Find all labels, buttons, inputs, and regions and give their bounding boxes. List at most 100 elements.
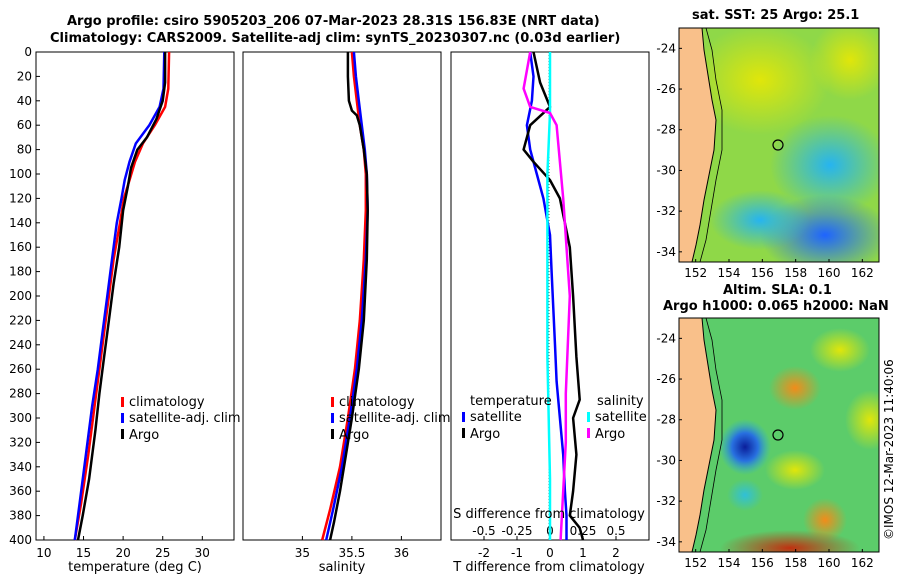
y-tick-label: 380 [9, 509, 32, 523]
sla-low-anomaly [727, 479, 763, 511]
sla-high-anomaly [845, 390, 879, 450]
y-tick-label: 280 [9, 387, 32, 401]
y-tick-label: 360 [9, 484, 32, 498]
x-tick-label: 10 [36, 546, 51, 560]
sst-map-title: sat. SST: 25 Argo: 25.1 [692, 8, 860, 23]
sla-land-australia [679, 318, 717, 552]
y-tick-label: 300 [9, 411, 32, 425]
series-line-argo [328, 52, 369, 541]
salinity-xlabel: salinity [319, 560, 366, 575]
legend-swatch-satellite [121, 413, 124, 423]
map-x-tick-label: 152 [684, 556, 707, 570]
map-x-tick-label: 156 [751, 266, 774, 280]
y-tick-label: 160 [9, 240, 32, 254]
sst-shelf-contour [699, 28, 723, 262]
legend-swatch-argo [331, 429, 334, 439]
temperature-panel: 0 20 40 60 80 100 120 140 160 180 200 220 240 260 280 3… [9, 45, 241, 575]
sla-map-title-2: Argo h1000: 0.065 h2000: NaN [663, 299, 889, 314]
x-tick-label: 25 [155, 546, 170, 560]
legend-temperature-title: temperature [470, 394, 552, 409]
legend-satellite: satellite-adj. clim [339, 411, 451, 426]
map-y-tick-label: -30 [656, 453, 676, 467]
legend-s-satellite: satellite [595, 410, 647, 425]
y-tick-label: 100 [9, 167, 32, 181]
sla-high-anomaly [765, 450, 825, 490]
legend-t-satellite: satellite [470, 410, 522, 425]
x-tick-label: -2 [478, 546, 490, 560]
sla-map-frame [678, 317, 880, 553]
map-x-tick-label: 154 [718, 556, 741, 570]
map-x-tick-label: 160 [818, 556, 841, 570]
legend-climatology: climatology [339, 395, 415, 410]
x-tick-label: 15 [76, 546, 91, 560]
map-x-tick-label: 160 [818, 266, 841, 280]
series-line-s-argo [522, 51, 572, 541]
y-tick-label: 200 [9, 289, 32, 303]
sla-high-anomaly [720, 530, 860, 552]
temperature-axes [35, 51, 235, 541]
sla-high-anomaly [803, 498, 847, 542]
difference-legend: temperature satellite Argo salinity sate… [462, 394, 647, 442]
map-y-tick-label: -32 [656, 494, 676, 508]
series-line-t-argo [522, 51, 585, 541]
legend-swatch-s-satellite [587, 412, 590, 422]
legend-swatch-climatology [121, 397, 124, 407]
x-tick-top-label: -0.5 [472, 524, 495, 538]
salinity-legend: climatology satellite-adj. clim Argo [331, 395, 451, 443]
legend-s-argo: Argo [595, 427, 625, 442]
y-tick-label: 400 [9, 533, 32, 547]
y-tick-label: 140 [9, 216, 32, 230]
x-tick-label: 35.5 [339, 546, 366, 560]
x-tick-label: 1 [579, 546, 587, 560]
x-tick-label: 35 [295, 546, 310, 560]
x-tick-label: 36 [394, 546, 409, 560]
difference-xlabel: T difference from climatology [452, 560, 645, 575]
temperature-legend: climatology satellite-adj. clim Argo [121, 395, 241, 443]
map-x-tick-label: 158 [784, 266, 807, 280]
map-y-tick-label: -26 [656, 82, 676, 96]
series-line-climatology [320, 51, 368, 541]
sla-map-title-1: Altim. SLA: 0.1 [723, 283, 832, 298]
legend-swatch-s-argo [587, 428, 590, 438]
map-y-tick-label: -30 [656, 163, 676, 177]
series-line-s-satellite [546, 52, 552, 540]
title-line-2: Climatology: CARS2009. Satellite-adj cli… [50, 31, 621, 46]
series-line-climatology [73, 51, 171, 541]
sla-cyclonic-eddy [719, 419, 771, 475]
sst-warm-patch [810, 28, 879, 100]
y-tick-label: 20 [17, 69, 32, 83]
difference-panel: -2 -1 0 1 2-0.5 -0.25 0 0.25 0.5 T difference fr… [450, 51, 650, 575]
map-x-tick-label: 154 [718, 266, 741, 280]
y-tick-label: 180 [9, 265, 32, 279]
y-tick-label: 240 [9, 338, 32, 352]
imos-watermark: ©IMOS 12-Mar-2023 11:40:06 [882, 359, 896, 540]
title-line-1: Argo profile: csiro 5905203_206 07-Mar-2… [67, 14, 600, 29]
legend-swatch-t-satellite [462, 412, 465, 422]
sst-land-australia [679, 28, 717, 262]
legend-swatch-climatology [331, 397, 334, 407]
difference-xlabel-top: S difference from climatology [453, 507, 645, 522]
x-tick-label: 2 [612, 546, 620, 560]
x-tick-label: 0 [546, 546, 554, 560]
map-x-tick-label: 152 [684, 266, 707, 280]
x-tick-label: -1 [511, 546, 523, 560]
legend-argo: Argo [339, 428, 369, 443]
sla-shelf-contour [699, 318, 723, 552]
x-tick-label: 20 [115, 546, 130, 560]
legend-swatch-t-argo [462, 428, 465, 438]
sst-cool-patch [710, 190, 810, 250]
temperature-xlabel: temperature (deg C) [68, 560, 202, 575]
legend-argo: Argo [129, 428, 159, 443]
sst-argo-float-marker [772, 139, 784, 151]
map-y-tick-label: -28 [656, 123, 676, 137]
y-tick-label: 40 [17, 94, 32, 108]
y-tick-label: 60 [17, 118, 32, 132]
x-tick-top-label: 0.5 [606, 524, 625, 538]
legend-satellite: satellite-adj. clim [129, 411, 241, 426]
sst-map-frame [678, 27, 880, 263]
legend-t-argo: Argo [470, 427, 500, 442]
map-y-tick-label: -24 [656, 331, 676, 345]
map-x-tick-label: 162 [851, 266, 874, 280]
salinity-panel: 35 35.5 36 salinity climatology satellite-… [242, 51, 451, 575]
